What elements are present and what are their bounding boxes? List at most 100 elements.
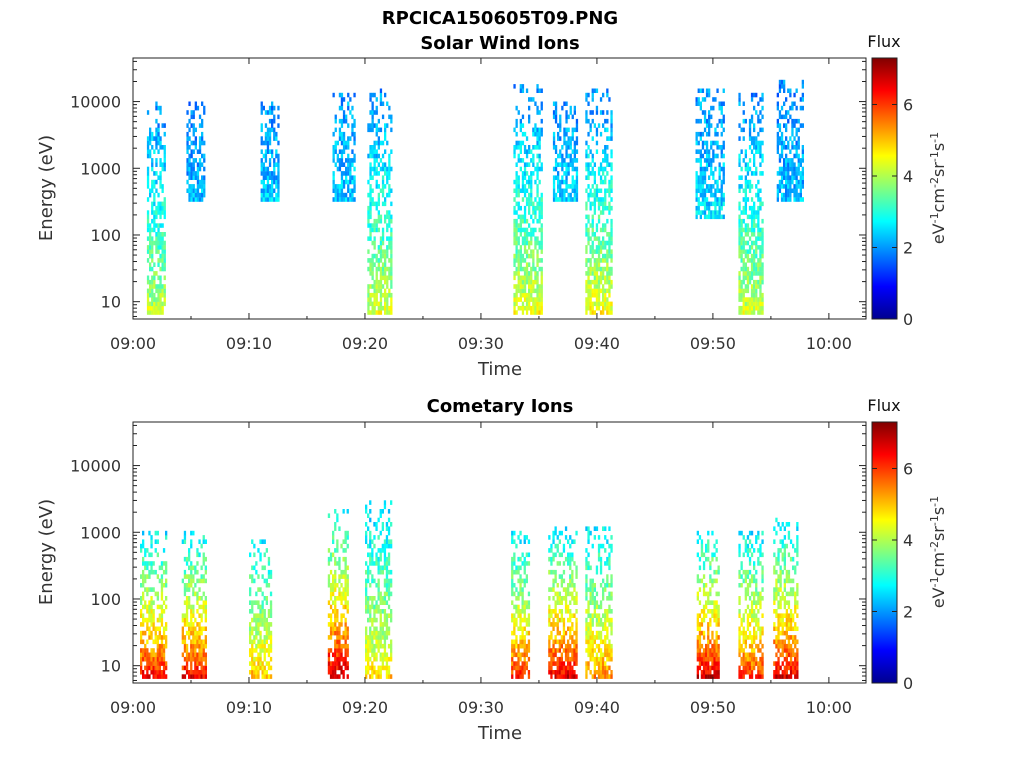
spectrogram-cell: [275, 184, 278, 189]
spectrogram-cell: [196, 661, 199, 666]
spectrogram-cell: [340, 543, 343, 549]
spectrogram-cell: [755, 171, 758, 176]
spectrogram-cell: [157, 201, 160, 207]
spectrogram-cell: [778, 188, 782, 193]
colorbar-unit-solar-wind: eV-1cm-2sr-1s-1: [928, 132, 948, 244]
spectrogram-cell: [569, 105, 572, 111]
spectrogram-cell: [259, 643, 262, 649]
spectrogram-cell: [519, 583, 522, 588]
spectrogram-cell: [602, 639, 605, 645]
spectrogram-cell: [593, 249, 596, 254]
spectrogram-cell: [262, 175, 265, 180]
spectrogram-cell: [554, 118, 558, 124]
spectrogram-cell: [602, 149, 605, 154]
spectrogram-cell: [567, 591, 570, 597]
spectrogram-cell: [740, 232, 743, 237]
spectrogram-cell: [597, 275, 601, 281]
spectrogram-cell: [153, 179, 156, 185]
spectrogram-cell: [540, 210, 543, 215]
spectrogram-cell: [559, 184, 562, 189]
spectrogram-cell: [562, 578, 566, 584]
spectrogram-cell: [608, 543, 611, 549]
spectrogram-cell: [202, 609, 205, 614]
spectrogram-cell: [163, 201, 166, 207]
spectrogram-cell: [740, 561, 743, 566]
spectrogram-cell: [705, 665, 708, 671]
spectrogram-cell: [161, 262, 164, 267]
spectrogram-cell: [587, 232, 590, 237]
spectrogram-cell: [515, 569, 518, 575]
spectrogram-cell: [367, 218, 370, 224]
spectrogram-cell: [367, 604, 370, 610]
spectrogram-cell: [202, 639, 205, 645]
spectrogram-cell: [375, 258, 378, 263]
spectrogram-cell: [327, 635, 331, 640]
spectrogram-cell: [567, 656, 570, 662]
spectrogram-cell: [599, 670, 603, 675]
spectrogram-cell: [336, 674, 339, 679]
spectrogram-cell: [757, 245, 760, 250]
spectrogram-cell: [722, 118, 725, 124]
spectrogram-cell: [151, 279, 154, 285]
spectrogram-cell: [513, 218, 516, 224]
spectrogram-cell: [593, 600, 596, 605]
spectrogram-cell: [200, 613, 203, 618]
spectrogram-cell: [573, 153, 576, 159]
spectrogram-cell: [140, 630, 143, 636]
spectrogram-cell: [336, 153, 339, 159]
spectrogram-cell: [750, 210, 754, 215]
spectrogram-cell: [390, 236, 393, 241]
spectrogram-cell: [515, 223, 518, 228]
spectrogram-cell: [186, 145, 189, 150]
spectrogram-cell: [525, 201, 529, 207]
spectrogram-cell: [381, 656, 384, 662]
spectrogram-cell: [554, 110, 558, 115]
spectrogram-cell: [738, 123, 741, 128]
spectrogram-cell: [515, 665, 518, 671]
spectrogram-cell: [595, 227, 599, 233]
spectrogram-cell: [585, 284, 588, 289]
spectrogram-cell: [528, 288, 531, 294]
spectrogram-cell: [587, 275, 590, 281]
spectrogram-cell: [709, 587, 712, 592]
spectrogram-cell: [390, 609, 393, 614]
spectrogram-cell: [377, 118, 380, 124]
spectrogram-cell: [552, 578, 555, 584]
spectrogram-cell: [698, 630, 702, 636]
spectrogram-cell: [698, 635, 702, 640]
spectrogram-cell: [273, 127, 276, 133]
spectrogram-cell: [332, 535, 335, 540]
spectrogram-cell: [204, 578, 207, 584]
spectrogram-cell: [556, 665, 559, 671]
spectrogram-cell: [371, 227, 374, 233]
spectrogram-cell: [532, 227, 535, 233]
spectrogram-cell: [334, 522, 337, 527]
spectrogram-cell: [534, 271, 537, 276]
spectrogram-cell: [266, 149, 270, 154]
spectrogram-cell: [151, 201, 154, 207]
spectrogram-cell: [530, 149, 533, 154]
spectrogram-cell: [346, 643, 349, 649]
spectrogram-cell: [334, 656, 337, 662]
spectrogram-cell: [390, 578, 393, 584]
spectrogram-cell: [192, 574, 195, 579]
spectrogram-cell: [740, 223, 743, 228]
spectrogram-cell: [377, 630, 380, 636]
spectrogram-cell: [387, 630, 391, 636]
spectrogram-cell: [158, 630, 161, 636]
spectrogram-cell: [155, 171, 158, 176]
spectrogram-cell: [595, 305, 599, 311]
spectrogram-cell: [713, 656, 716, 662]
spectrogram-cell: [593, 236, 596, 241]
spectrogram-cell: [536, 310, 539, 315]
spectrogram-cell: [163, 123, 166, 128]
spectrogram-cell: [160, 578, 164, 584]
spectrogram-cell: [523, 643, 526, 649]
spectrogram-cell: [558, 552, 561, 558]
spectrogram-cell: [589, 565, 592, 571]
spectrogram-cell: [708, 205, 711, 211]
spectrogram-cell: [783, 158, 786, 163]
spectrogram-cell: [386, 245, 389, 250]
spectrogram-cell: [595, 271, 599, 276]
spectrogram-cell: [150, 617, 153, 623]
